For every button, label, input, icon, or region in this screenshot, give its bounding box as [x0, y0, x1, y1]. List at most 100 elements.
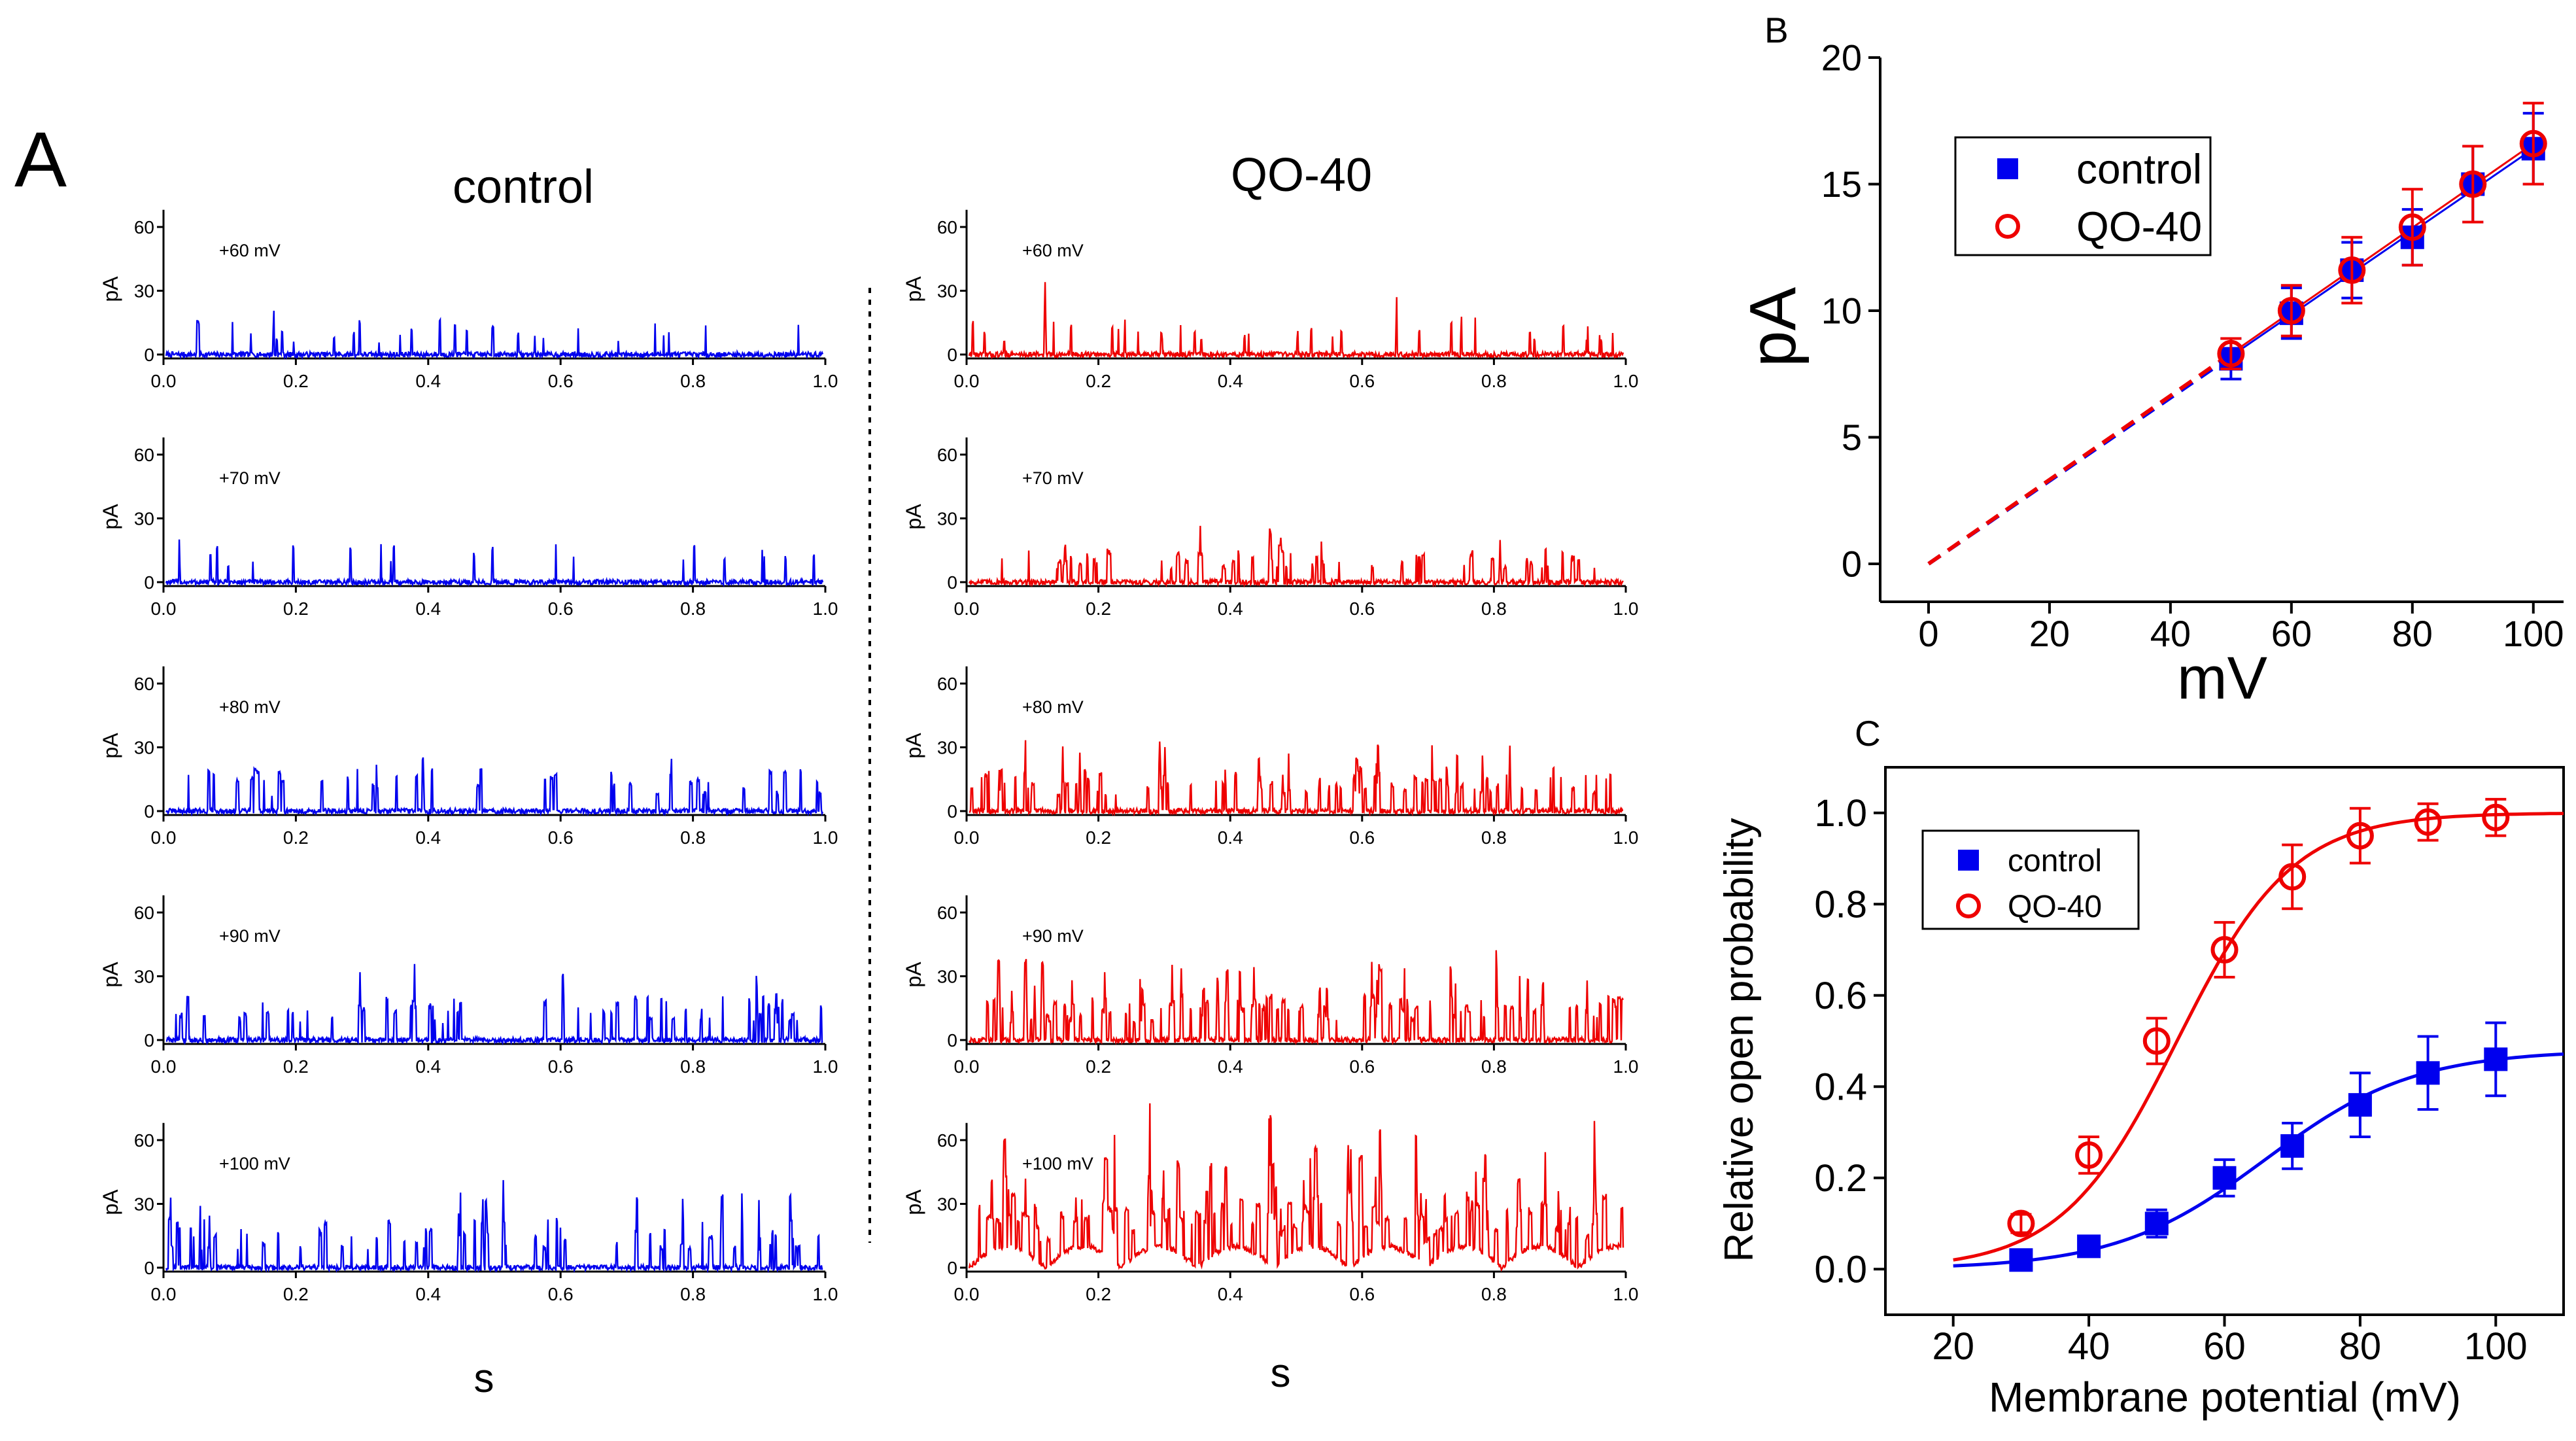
error-bar-QO-40	[2401, 188, 2423, 267]
x-tick-label: 0.4	[415, 827, 441, 848]
y-tick-label: 30	[937, 281, 957, 302]
y-tick-label: 30	[937, 1194, 957, 1215]
y-axis-label: pA	[902, 733, 925, 759]
y-tick-label: 60	[937, 217, 957, 237]
x-tick-label: 0.2	[283, 827, 309, 848]
x-tick-label: 0.6	[1349, 1056, 1375, 1077]
y-tick-label: 60	[134, 674, 154, 694]
x-tick-label: 0.4	[415, 371, 441, 391]
x-tick-label: 1.0	[813, 371, 838, 391]
data-point-control	[2484, 1047, 2508, 1071]
voltage-label: +80 mV	[219, 697, 281, 717]
current-trace-r0-qo40	[968, 282, 1624, 360]
y-tick-label: 0	[1842, 544, 1862, 585]
trace-axes-r3-qo40: 0 30 60 pA 0.0 0.2 0.4 0.6 0.8 1.0 +90 mV	[902, 895, 1638, 1077]
x-tick-label: 0.6	[1349, 371, 1375, 391]
current-trace-r2-control	[165, 757, 824, 817]
x-tick-label: 0.4	[1218, 599, 1243, 619]
y-tick-label: 0	[947, 801, 957, 822]
legend-marker-QO-40	[1956, 894, 1981, 918]
voltage-label: +80 mV	[1022, 697, 1084, 717]
data-point-QO-40	[2142, 1027, 2171, 1055]
trace-axes-r4-control: 0 30 60 pA 0.0 0.2 0.4 0.6 0.8 1.0 +100 mV	[99, 1122, 838, 1304]
y-tick-label: 15	[1821, 164, 1862, 205]
y-axis-title: Relative open probability	[1717, 818, 1762, 1262]
data-point-QO-40	[2459, 170, 2487, 198]
voltage-label: +70 mV	[1022, 468, 1084, 488]
x-tick-label: 0.8	[1481, 1284, 1507, 1304]
data-point-QO-40	[2007, 1209, 2035, 1238]
x-tick-label: 1.0	[813, 827, 838, 848]
y-tick-label: 60	[134, 217, 154, 237]
data-point-QO-40	[2210, 936, 2239, 964]
y-tick-label: 30	[134, 509, 154, 529]
x-tick-label: 20	[2029, 613, 2070, 654]
trace-axes-r1-control: 0 30 60 pA 0.0 0.2 0.4 0.6 0.8 1.0 +70 mV	[99, 437, 838, 619]
y-tick-label: 30	[134, 281, 154, 302]
fit-curve-QO-40	[1953, 812, 2564, 1262]
x-tick-label: 0.0	[151, 371, 177, 391]
x-tick-label: 0.8	[1481, 1056, 1507, 1077]
x-tick-label: 0.4	[415, 1056, 441, 1077]
x-tick-label: 60	[2271, 613, 2312, 654]
x-tick-label: 1.0	[813, 1284, 838, 1304]
y-tick-label: 60	[937, 445, 957, 465]
x-tick-label: 0.4	[1218, 1056, 1243, 1077]
trace-axes-r2-control: 0 30 60 pA 0.0 0.2 0.4 0.6 0.8 1.0 +80 mV	[99, 666, 838, 848]
x-tick-label: 0.0	[151, 1284, 177, 1304]
data-point-control	[2280, 1134, 2305, 1158]
y-tick-label: 30	[134, 738, 154, 758]
y-tick-label: 60	[134, 1130, 154, 1151]
data-point-QO-40	[2277, 296, 2305, 324]
panel-a: 0 30 60 pA 0.0 0.2 0.4 0.6 0.8 1.0 +60 mV 0 30 60 pA 0.…	[99, 209, 1639, 1304]
trace-axes-r2-qo40: 0 30 60 pA 0.0 0.2 0.4 0.6 0.8 1.0 +80 mV	[902, 666, 1638, 848]
x-tick-label: 80	[2339, 1325, 2382, 1368]
trace-axes-r0-control: 0 30 60 pA 0.0 0.2 0.4 0.6 0.8 1.0 +60 mV	[99, 209, 838, 391]
data-point-control	[2416, 1061, 2440, 1085]
y-tick-label: 0	[947, 1258, 957, 1278]
y-tick-label: 0	[947, 345, 957, 365]
data-point-QO-40	[2482, 803, 2510, 831]
x-tick-label: 0.4	[415, 599, 441, 619]
x-tick-label: 0.8	[680, 371, 706, 391]
panel-c: 20 40 60 80 100 0.0 0.2 0.4 0.6 0.8 1.0 Membrane po…	[1717, 766, 2565, 1421]
x-tick-label: 0.2	[283, 1284, 309, 1304]
x-tick-label: 0.2	[1086, 827, 1111, 848]
y-tick-label: 0.2	[1814, 1157, 1867, 1200]
x-tick-label: 0.8	[1481, 599, 1507, 619]
current-trace-r2-qo40	[969, 740, 1624, 817]
x-tick-label: 1.0	[1613, 1284, 1639, 1304]
y-tick-label: 0	[144, 1258, 154, 1278]
y-axis-title: pA	[1736, 287, 1810, 368]
x-tick-label: 0.6	[548, 371, 574, 391]
x-tick-label: 0.2	[1086, 371, 1111, 391]
y-tick-label: 0	[144, 1030, 154, 1050]
panel-a-x-title-right: s	[1271, 1351, 1291, 1396]
x-tick-label: 0.8	[1481, 827, 1507, 848]
current-trace-r3-control	[165, 964, 823, 1046]
x-tick-label: 0.0	[954, 1284, 980, 1304]
x-tick-label: 0.2	[1086, 1056, 1111, 1077]
y-tick-label: 0.6	[1814, 975, 1867, 1017]
error-bar-QO-40	[2349, 807, 2371, 865]
y-tick-label: 10	[1821, 290, 1862, 332]
y-tick-label: 0	[144, 801, 154, 822]
data-point-QO-40	[2075, 1141, 2103, 1169]
x-tick-label: 0.2	[1086, 1284, 1111, 1304]
x-tick-label: 0.0	[954, 371, 980, 391]
panel-c-label: C	[1855, 713, 1881, 754]
y-tick-label: 0	[144, 345, 154, 365]
y-tick-label: 30	[937, 509, 957, 529]
panel-b-label: B	[1764, 10, 1789, 50]
x-tick-label: 0.4	[1218, 1284, 1243, 1304]
legend-marker-control	[1958, 850, 1979, 871]
y-axis-label: pA	[902, 962, 925, 988]
y-axis-label: pA	[99, 276, 122, 302]
data-point-QO-40	[2414, 808, 2442, 836]
x-tick-label: 40	[2068, 1325, 2110, 1368]
x-tick-label: 0.0	[151, 1056, 177, 1077]
x-tick-label: 1.0	[1613, 599, 1639, 619]
current-trace-r4-qo40	[968, 1103, 1624, 1272]
